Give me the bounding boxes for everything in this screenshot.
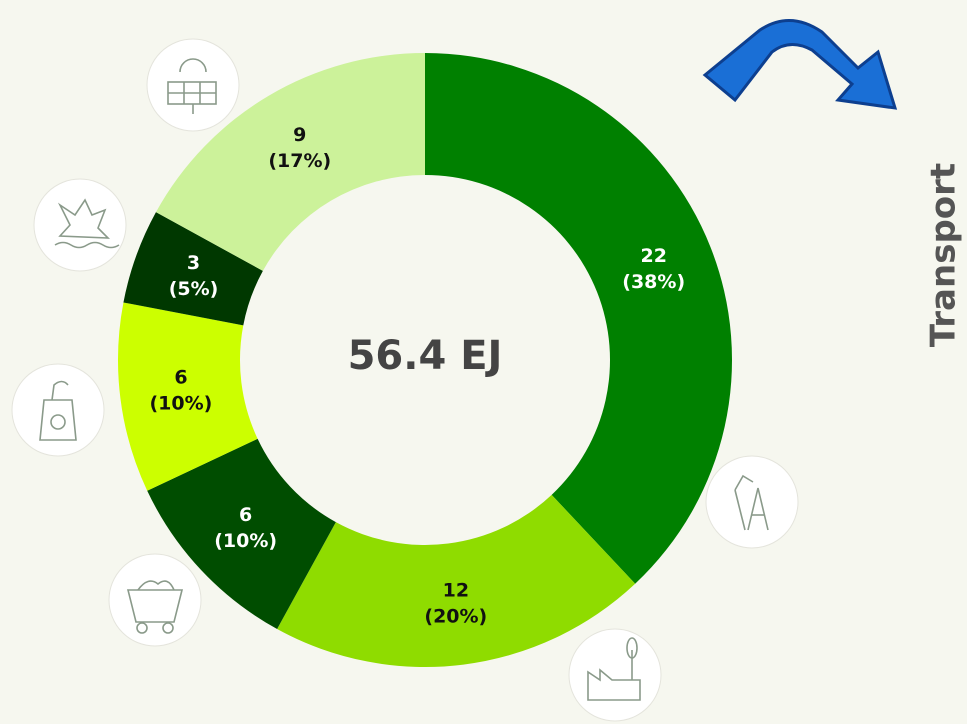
data-label: 12 bbox=[443, 580, 469, 602]
side-label: Transport bbox=[924, 163, 964, 347]
donut-segment bbox=[118, 302, 258, 491]
icons bbox=[11, 38, 799, 722]
data-label-percent: (38%) bbox=[622, 271, 685, 293]
data-label: 6 bbox=[174, 366, 187, 388]
donut-segment bbox=[147, 438, 336, 630]
data-label: 3 bbox=[187, 252, 200, 274]
data-label-percent: (17%) bbox=[268, 150, 331, 172]
donut-segment bbox=[123, 212, 263, 326]
donut-segment bbox=[155, 53, 425, 271]
donut-segment bbox=[277, 494, 636, 667]
donut-segment bbox=[425, 53, 732, 584]
center-label: 56.4 EJ bbox=[348, 333, 503, 379]
data-label-percent: (10%) bbox=[214, 530, 277, 552]
data-label-percent: (10%) bbox=[150, 392, 213, 414]
data-label-percent: (5%) bbox=[169, 278, 219, 300]
data-label: 22 bbox=[640, 245, 666, 267]
arrow-icon bbox=[702, 19, 898, 110]
data-label-percent: (20%) bbox=[424, 606, 487, 628]
data-label: 9 bbox=[293, 124, 306, 146]
data-label: 6 bbox=[239, 504, 252, 526]
